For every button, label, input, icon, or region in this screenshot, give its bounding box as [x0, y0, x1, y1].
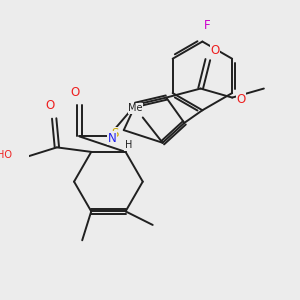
Text: O: O [70, 86, 80, 99]
Text: O: O [237, 93, 246, 106]
Text: S: S [111, 127, 118, 140]
Text: O: O [45, 99, 54, 112]
Text: HO: HO [0, 150, 12, 160]
Text: F: F [204, 19, 210, 32]
Text: N: N [108, 132, 116, 145]
Text: H: H [124, 140, 132, 151]
Text: O: O [210, 44, 220, 57]
Text: Me: Me [128, 103, 143, 113]
